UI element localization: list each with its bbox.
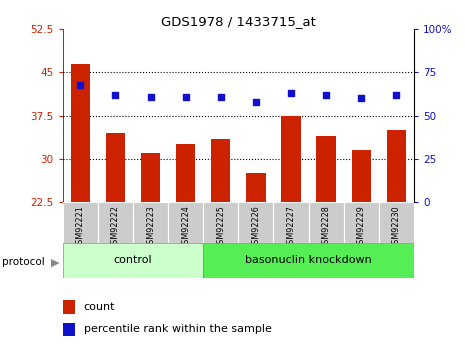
- Bar: [176, 144, 195, 202]
- Bar: [246, 173, 266, 202]
- Bar: [344, 202, 379, 243]
- Text: GSM92230: GSM92230: [392, 205, 401, 249]
- Point: [358, 96, 365, 101]
- Text: GSM92221: GSM92221: [76, 205, 85, 249]
- Point: [322, 92, 330, 98]
- Bar: [106, 133, 125, 202]
- Point: [112, 92, 119, 98]
- Bar: [168, 202, 203, 243]
- Bar: [71, 64, 90, 202]
- Bar: [203, 202, 239, 243]
- Text: GSM92226: GSM92226: [252, 205, 260, 249]
- Text: control: control: [113, 256, 153, 265]
- Point: [217, 94, 225, 99]
- Text: GSM92227: GSM92227: [286, 205, 295, 249]
- Bar: [352, 150, 371, 202]
- Bar: [141, 153, 160, 202]
- Bar: [386, 130, 406, 202]
- Bar: [98, 202, 133, 243]
- Text: basonuclin knockdown: basonuclin knockdown: [245, 256, 372, 265]
- Point: [392, 92, 400, 98]
- Bar: [63, 243, 203, 278]
- Bar: [63, 323, 75, 336]
- Bar: [273, 202, 309, 243]
- Point: [147, 94, 154, 99]
- Text: protocol: protocol: [2, 257, 45, 267]
- Bar: [63, 300, 75, 314]
- Text: GSM92225: GSM92225: [216, 205, 225, 249]
- Bar: [63, 202, 98, 243]
- Text: count: count: [84, 302, 115, 312]
- Bar: [281, 116, 301, 202]
- Point: [287, 90, 295, 96]
- Bar: [316, 136, 336, 202]
- Point: [182, 94, 189, 99]
- Bar: [211, 139, 231, 202]
- Title: GDS1978 / 1433715_at: GDS1978 / 1433715_at: [161, 15, 316, 28]
- Bar: [379, 202, 414, 243]
- Bar: [203, 243, 414, 278]
- Text: ▶: ▶: [51, 257, 59, 267]
- Text: GSM92228: GSM92228: [322, 205, 331, 249]
- Text: percentile rank within the sample: percentile rank within the sample: [84, 324, 272, 334]
- Point: [252, 99, 259, 105]
- Text: GSM92229: GSM92229: [357, 205, 365, 249]
- Text: GSM92223: GSM92223: [146, 205, 155, 249]
- Text: GSM92224: GSM92224: [181, 205, 190, 249]
- Bar: [133, 202, 168, 243]
- Bar: [239, 202, 273, 243]
- Text: GSM92222: GSM92222: [111, 205, 120, 249]
- Bar: [309, 202, 344, 243]
- Point: [77, 82, 84, 87]
